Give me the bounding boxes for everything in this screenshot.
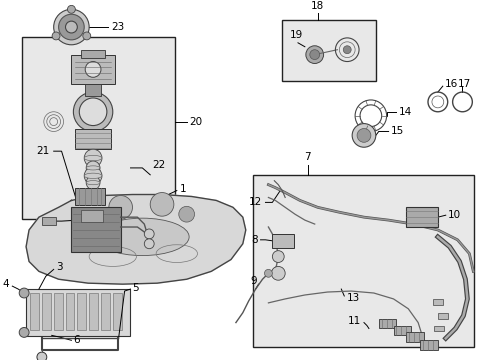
Text: 6: 6 bbox=[73, 335, 80, 345]
Bar bbox=[101, 293, 110, 330]
Text: 12: 12 bbox=[249, 197, 262, 207]
Bar bbox=[77, 293, 86, 330]
Text: 7: 7 bbox=[304, 152, 310, 162]
Circle shape bbox=[85, 62, 101, 77]
Ellipse shape bbox=[84, 156, 102, 161]
Text: 10: 10 bbox=[447, 210, 460, 220]
Text: 11: 11 bbox=[347, 316, 360, 325]
Circle shape bbox=[305, 46, 323, 63]
Circle shape bbox=[67, 5, 75, 13]
Circle shape bbox=[144, 239, 154, 249]
Circle shape bbox=[144, 229, 154, 239]
Circle shape bbox=[86, 176, 100, 190]
Circle shape bbox=[343, 46, 350, 54]
Polygon shape bbox=[26, 194, 245, 284]
Circle shape bbox=[271, 266, 285, 280]
Text: 3: 3 bbox=[57, 262, 63, 273]
Text: 18: 18 bbox=[310, 1, 324, 11]
Bar bbox=[406, 332, 423, 342]
Bar bbox=[433, 325, 443, 332]
Circle shape bbox=[264, 269, 272, 277]
Circle shape bbox=[59, 14, 84, 40]
Ellipse shape bbox=[95, 218, 189, 256]
Circle shape bbox=[150, 193, 174, 216]
Circle shape bbox=[19, 328, 29, 337]
Bar bbox=[437, 313, 447, 319]
Bar bbox=[378, 319, 396, 328]
Bar bbox=[65, 293, 74, 330]
Bar bbox=[432, 299, 442, 305]
Circle shape bbox=[19, 288, 29, 298]
Text: 16: 16 bbox=[444, 79, 457, 89]
Bar bbox=[419, 340, 437, 350]
Bar bbox=[22, 37, 175, 219]
Bar bbox=[113, 293, 122, 330]
Bar bbox=[71, 55, 115, 84]
Bar bbox=[42, 217, 56, 225]
Bar bbox=[26, 289, 129, 336]
Bar bbox=[272, 234, 293, 248]
Bar bbox=[89, 293, 98, 330]
Circle shape bbox=[65, 21, 77, 33]
Text: 5: 5 bbox=[132, 283, 139, 293]
Circle shape bbox=[84, 167, 102, 185]
Bar bbox=[42, 293, 51, 330]
Text: 22: 22 bbox=[152, 160, 165, 170]
Circle shape bbox=[86, 161, 100, 175]
Bar bbox=[71, 207, 121, 252]
Text: 4: 4 bbox=[3, 279, 9, 289]
Ellipse shape bbox=[86, 181, 100, 185]
Bar bbox=[81, 210, 103, 222]
Circle shape bbox=[84, 149, 102, 167]
Circle shape bbox=[356, 129, 370, 142]
Circle shape bbox=[109, 195, 132, 219]
Text: 8: 8 bbox=[250, 235, 257, 245]
Bar bbox=[406, 207, 437, 227]
Ellipse shape bbox=[84, 173, 102, 179]
Circle shape bbox=[37, 352, 47, 360]
Bar bbox=[282, 20, 375, 81]
Text: 9: 9 bbox=[249, 276, 256, 286]
Circle shape bbox=[54, 9, 89, 45]
Bar bbox=[75, 188, 105, 205]
Ellipse shape bbox=[86, 166, 100, 170]
Bar bbox=[252, 175, 473, 347]
Bar bbox=[30, 293, 39, 330]
Text: 1: 1 bbox=[180, 184, 186, 194]
Circle shape bbox=[79, 98, 107, 126]
Text: 19: 19 bbox=[289, 30, 303, 40]
Text: 20: 20 bbox=[189, 117, 203, 127]
Bar bbox=[75, 130, 111, 149]
Circle shape bbox=[73, 92, 113, 131]
Bar bbox=[54, 293, 62, 330]
Text: 23: 23 bbox=[111, 22, 124, 32]
Circle shape bbox=[82, 32, 91, 40]
Text: 14: 14 bbox=[398, 107, 411, 117]
Text: 21: 21 bbox=[37, 146, 50, 156]
Circle shape bbox=[272, 251, 284, 262]
Circle shape bbox=[351, 123, 375, 147]
Circle shape bbox=[179, 206, 194, 222]
Text: 17: 17 bbox=[457, 79, 470, 89]
Circle shape bbox=[309, 50, 319, 59]
Text: 13: 13 bbox=[346, 293, 360, 303]
Bar bbox=[85, 84, 101, 96]
Bar bbox=[81, 50, 105, 58]
Text: 15: 15 bbox=[390, 126, 403, 136]
Bar bbox=[393, 325, 410, 336]
Text: 2: 2 bbox=[81, 215, 88, 225]
Circle shape bbox=[52, 32, 60, 40]
